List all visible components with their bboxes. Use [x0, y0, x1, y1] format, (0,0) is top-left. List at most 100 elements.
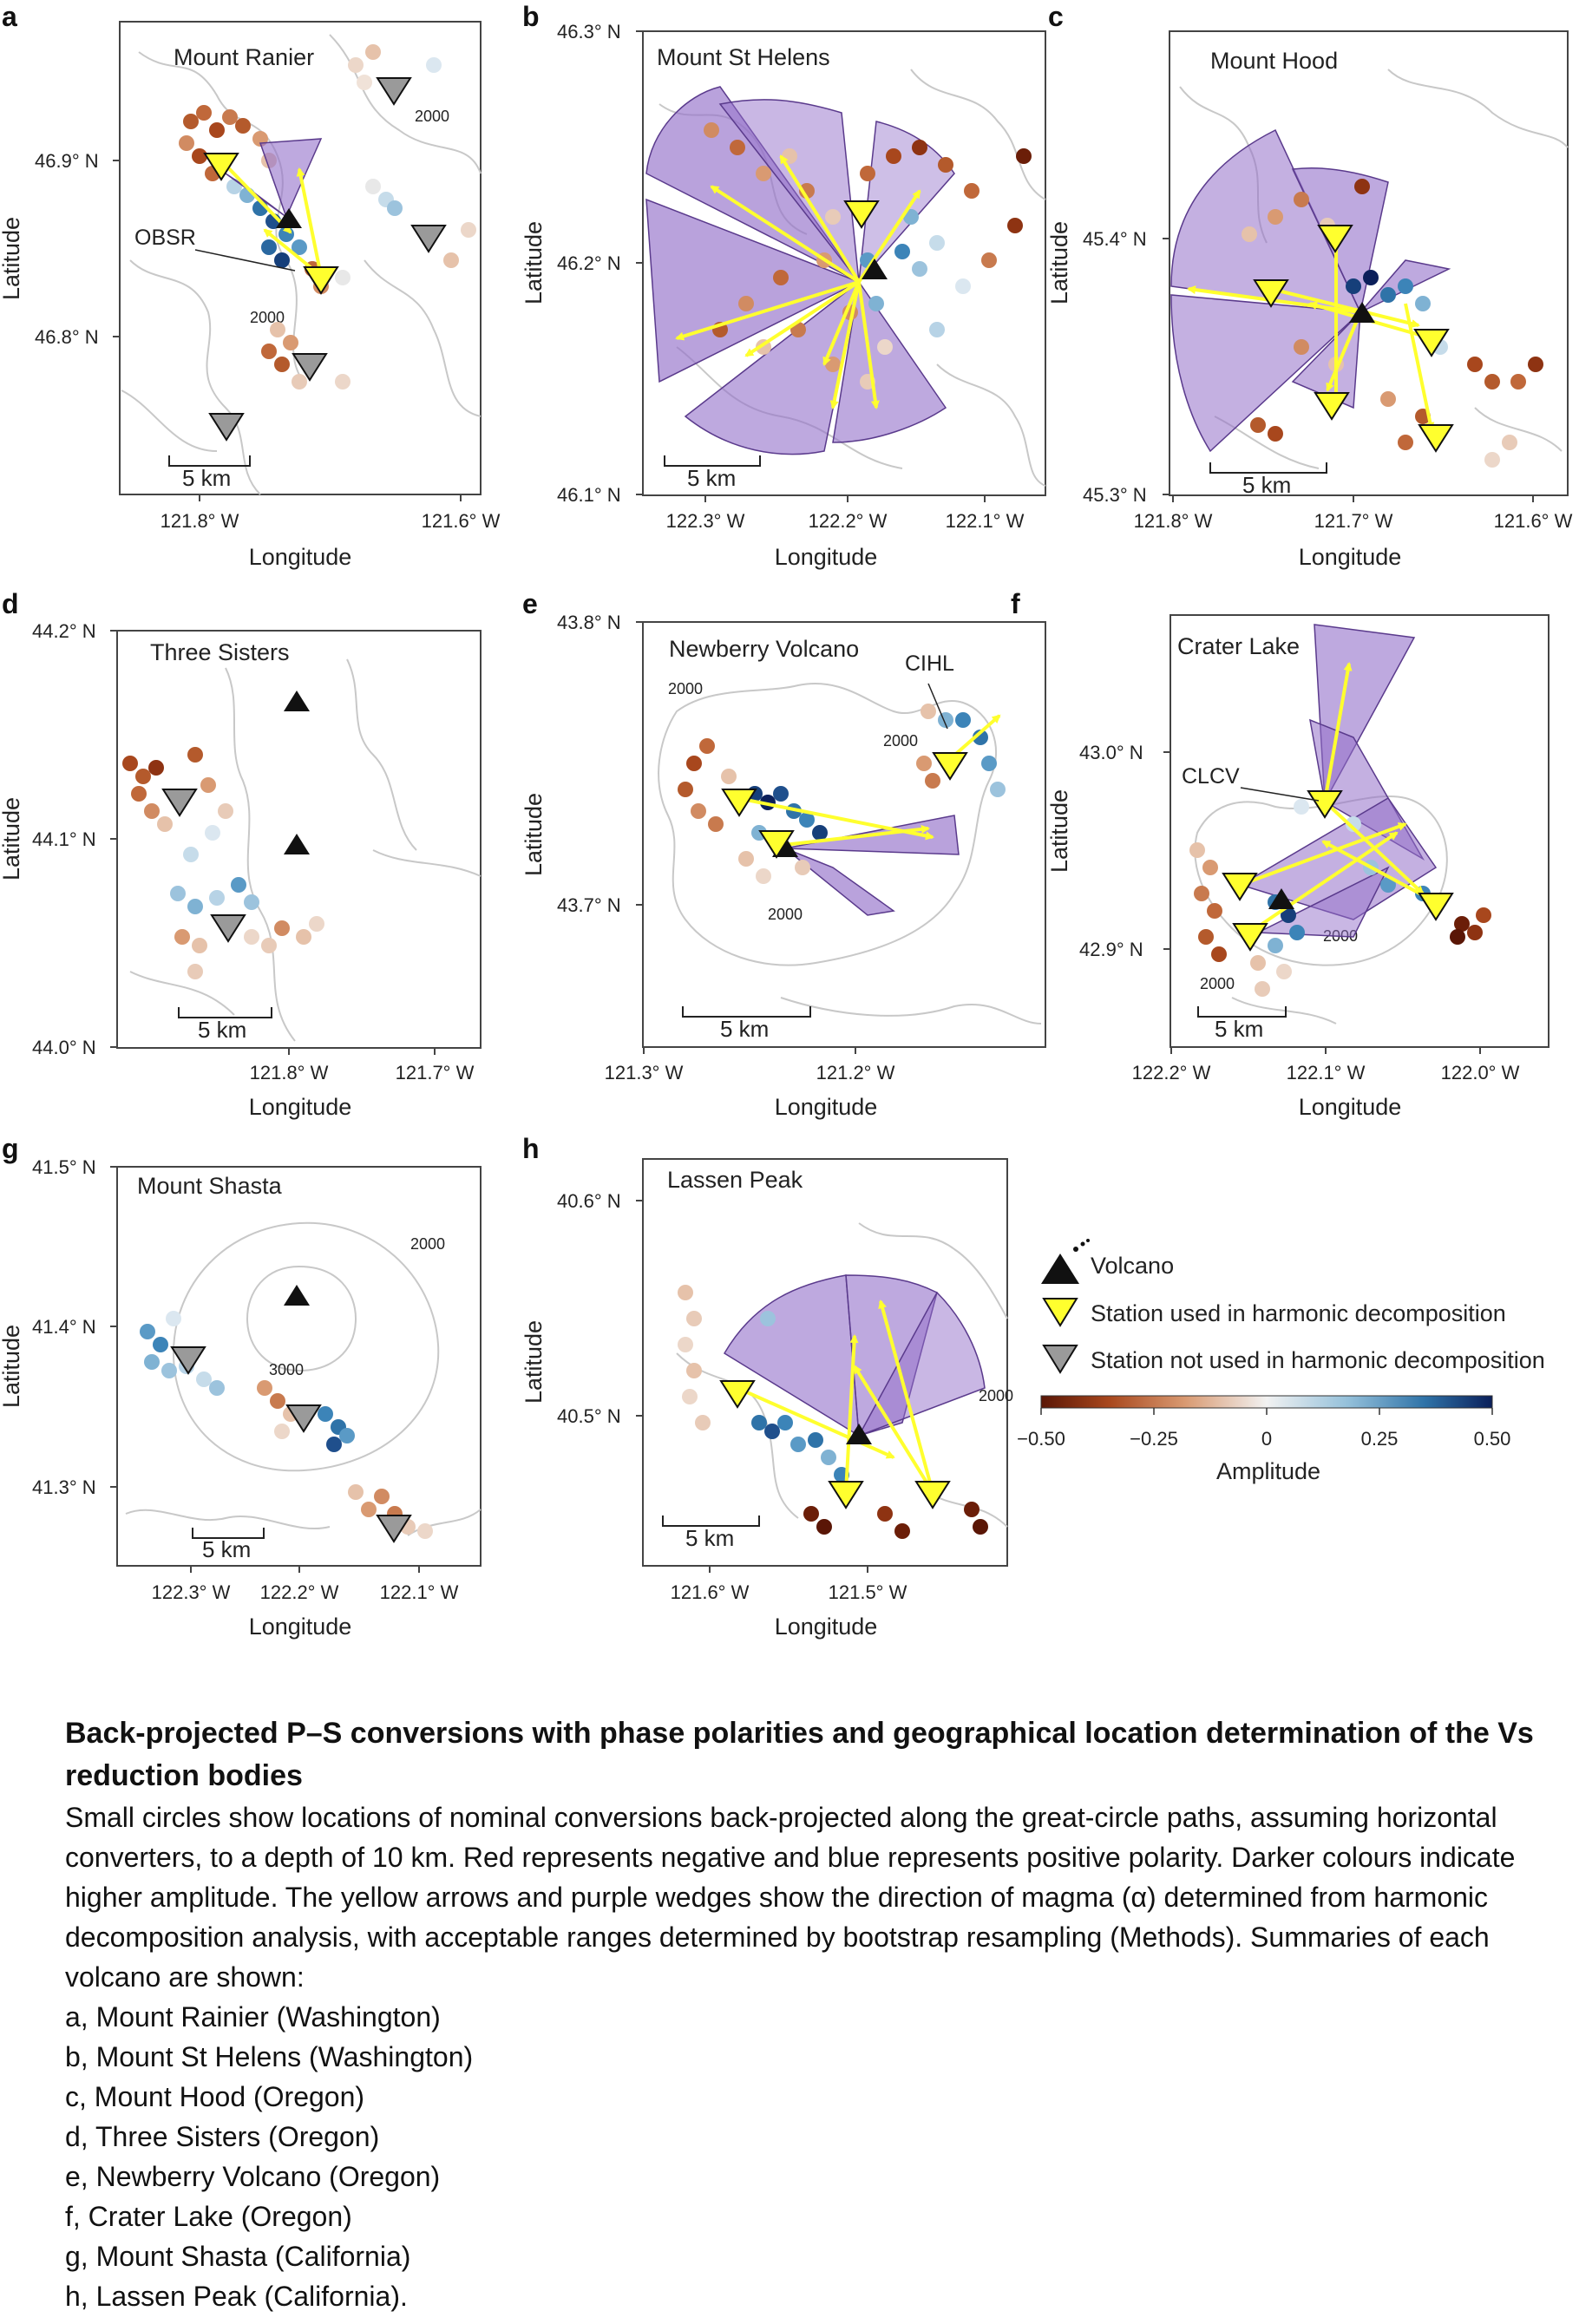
wedge [1170, 294, 1362, 453]
panel-letter: f [1011, 588, 1020, 619]
caption-item: d, Three Sisters (Oregon) [65, 2121, 380, 2152]
arrow [1240, 822, 1407, 887]
caption-item: g, Mount Shasta (California) [65, 2241, 411, 2272]
x-tick-label: 121.6° W [671, 1581, 750, 1603]
legend-volcano-label: Volcano [1091, 1253, 1174, 1279]
map-frame [642, 621, 1046, 1048]
station-used-marker [932, 752, 968, 781]
y-axis-title: Latitude [0, 217, 24, 300]
axis-ticks [1163, 238, 1534, 502]
legend-station-unused: Station not used in harmonic decompositi… [1042, 1345, 1545, 1374]
direction-wedges [645, 86, 955, 455]
caption-item: f, Crater Lake (Oregon) [65, 2201, 352, 2232]
y-tick-label: 46.1° N [557, 484, 621, 506]
axis-ticks [1163, 751, 1481, 1054]
station-used-marker [1232, 923, 1268, 952]
station-used-marker [1253, 279, 1289, 308]
contour-label: 2000 [668, 680, 703, 697]
direction-arrows [737, 714, 1001, 848]
volcano-icon [284, 691, 310, 711]
x-tick-label: 122.2° W [809, 510, 888, 532]
station-used-marker [719, 1380, 756, 1409]
station-used-marker [1314, 392, 1350, 421]
y-axis-title: Latitude [1046, 789, 1072, 873]
axis-ticks [636, 30, 986, 502]
arrow [675, 280, 860, 341]
y-axis-title: Latitude [521, 221, 547, 304]
x-axis-title: Longitude [1299, 544, 1402, 570]
wedge [645, 198, 861, 383]
arrow [1248, 831, 1399, 934]
colorbar-tick: −0.50 [1017, 1428, 1065, 1450]
legend-station-unused-label: Station not used in harmonic decompositi… [1091, 1347, 1545, 1373]
x-axis-title: Longitude [775, 1614, 878, 1640]
topographic-contours [658, 683, 1042, 1025]
arrow [878, 1299, 934, 1493]
wedge [784, 848, 895, 916]
x-tick-label: 122.1° W [1287, 1062, 1366, 1083]
panel-g: g 2000 3000 Mount Shasta [0, 1133, 482, 1640]
y-axis-title: Latitude [0, 797, 24, 881]
station-used-marker [828, 1481, 864, 1509]
figure-caption: Back-projected P–S conversions with phas… [65, 1712, 1540, 2316]
panel-letter: b [522, 1, 540, 32]
panel-letter: d [2, 588, 19, 619]
x-axis-title: Longitude [775, 1094, 878, 1120]
station-used-marker [1418, 893, 1454, 921]
conversion-points [1189, 799, 1491, 997]
y-tick-label: 45.4° N [1083, 228, 1147, 250]
y-tick-label: 43.7° N [557, 894, 621, 916]
scale-bar: 5 km [664, 455, 761, 491]
conversion-points [122, 747, 324, 979]
station-unused-marker [1042, 1345, 1078, 1374]
contour-label: 2000 [883, 732, 918, 750]
conversion-points [179, 44, 476, 390]
contour-label: 2000 [415, 108, 449, 125]
y-tick-label: 41.4° N [32, 1316, 96, 1338]
station-used-marker [1042, 1298, 1078, 1327]
map-title: Lassen Peak [667, 1167, 803, 1193]
panel-h: h 2000 [521, 1133, 1013, 1640]
station-used-marker [914, 1481, 951, 1509]
x-tick-label: 121.8° W [161, 510, 239, 532]
y-tick-label: 43.0° N [1079, 742, 1143, 763]
colorbar: −0.50 −0.25 0 0.25 0.50 Amplitude [1017, 1395, 1510, 1484]
axis-ticks [110, 630, 436, 1055]
topographic-contours [129, 658, 482, 1042]
scale-bar: 5 km [662, 1516, 760, 1551]
wedge [857, 1291, 986, 1437]
station-used-marker [843, 200, 880, 229]
station-unused-marker [292, 353, 328, 382]
arrow [1270, 287, 1420, 328]
panel-c: c [1046, 1, 1573, 570]
panel-letter: h [522, 1133, 540, 1164]
y-tick-label: 46.3° N [557, 21, 621, 43]
colorbar-tick: 0.25 [1361, 1428, 1399, 1450]
caption-item: a, Mount Rainier (Washington) [65, 2001, 441, 2033]
x-tick-label: 122.0° W [1441, 1062, 1520, 1083]
arrow [1404, 303, 1435, 431]
arrow [857, 281, 880, 409]
callout-leader [194, 249, 296, 272]
caption-item: b, Mount St Helens (Washington) [65, 2041, 474, 2072]
y-axis-title: Latitude [0, 1325, 24, 1408]
direction-arrows [675, 154, 921, 409]
legend-volcano: Volcano [1041, 1239, 1174, 1284]
legend: Volcano Station used in harmonic decompo… [1017, 1239, 1545, 1484]
panel-d: d Three Sisters 5 km [0, 588, 482, 1120]
y-axis-title: Latitude [521, 793, 547, 876]
volcano-icon [846, 1424, 872, 1444]
x-axis-title: Longitude [775, 544, 878, 570]
panel-f: f 2000 2000 [1011, 588, 1550, 1120]
wedge [684, 280, 861, 455]
volcano-icon [1268, 888, 1294, 909]
x-tick-label: 122.1° W [946, 510, 1025, 532]
wedge [645, 86, 860, 283]
arrow [779, 154, 861, 284]
contour-label: 2000 [979, 1387, 1013, 1404]
arrow [1321, 840, 1437, 904]
station-unused-marker [161, 789, 198, 817]
map-title: Mount Ranier [174, 44, 314, 70]
station-used-marker [721, 789, 757, 817]
panel-e: e 2000 2000 2000 [521, 588, 1046, 1120]
